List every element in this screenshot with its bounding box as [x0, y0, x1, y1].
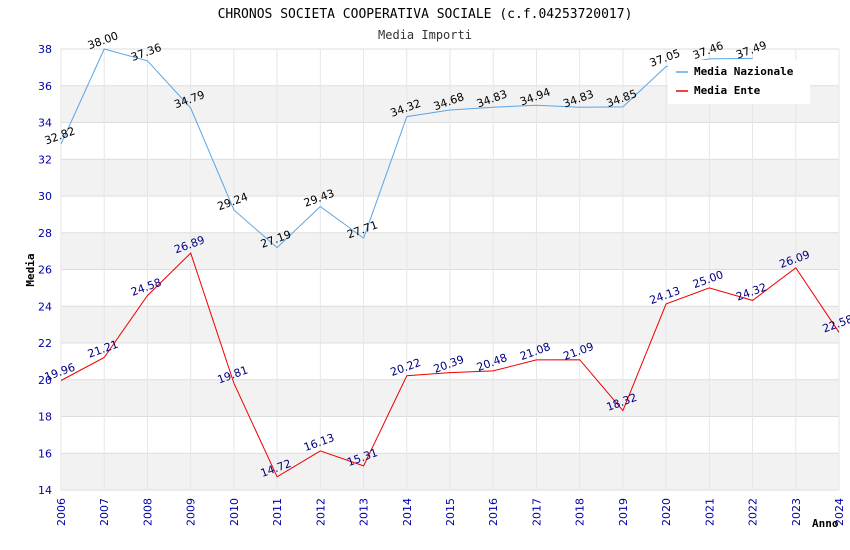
y-tick-label: 28	[38, 227, 52, 240]
x-tick-label: 2021	[703, 498, 716, 526]
x-tick-label: 2007	[98, 498, 111, 526]
x-tick-label: 2020	[660, 498, 673, 526]
y-tick-label: 34	[38, 117, 52, 130]
x-tick-label: 2013	[358, 498, 371, 526]
series-line-media-nazionale	[60, 48, 753, 249]
y-tick-label: 16	[38, 447, 52, 460]
y-tick-label: 20	[38, 374, 52, 387]
x-tick-label: 2022	[747, 498, 760, 526]
legend: Media Nazionale Media Ente	[668, 60, 810, 104]
y-tick-label: 18	[38, 411, 52, 424]
y-axis-label: Media	[24, 253, 37, 286]
series-line-media-ente	[60, 252, 840, 478]
y-tick-label: 24	[38, 300, 52, 313]
chart-title: CHRONOS SOCIETA COOPERATIVA SOCIALE (c.f…	[218, 7, 633, 22]
y-tick-label: 26	[38, 264, 52, 277]
x-tick-label: 2018	[574, 498, 587, 526]
x-tick-label: 2010	[228, 498, 241, 526]
y-tick-label: 36	[38, 80, 52, 93]
x-tick-label: 2009	[185, 498, 198, 526]
legend-label-media-ente: Media Ente	[694, 84, 761, 97]
y-tick-label: 14	[38, 484, 52, 497]
y-tick-label: 32	[38, 153, 52, 166]
x-tick-label: 2017	[530, 498, 543, 526]
y-tick-label: 22	[38, 337, 52, 350]
gridlines	[60, 48, 840, 491]
chart-subtitle: Media Importi	[378, 28, 472, 42]
legend-label-media-nazionale: Media Nazionale	[694, 65, 794, 78]
y-tick-label: 38	[38, 43, 52, 56]
x-axis-label: Anno	[812, 517, 839, 530]
y-tick-label: 30	[38, 190, 52, 203]
x-tick-label: 2024	[833, 498, 846, 526]
x-tick-label: 2019	[617, 498, 630, 526]
legend-box	[668, 60, 810, 104]
x-tick-label: 2006	[55, 498, 68, 526]
x-tick-label: 2016	[487, 498, 500, 526]
x-tick-label: 2008	[141, 498, 154, 526]
x-tick-label: 2015	[444, 498, 457, 526]
x-tick-label: 2012	[314, 498, 327, 526]
series-group	[60, 48, 840, 478]
x-tick-label: 2014	[401, 498, 414, 526]
x-tick-label: 2011	[271, 498, 284, 526]
x-tick-label: 2023	[790, 498, 803, 526]
x-axis-ticks: 2006 2007 2008 2009 2010 2011 2012 2013 2014 2015…	[55, 498, 846, 526]
y-axis-ticks: 14 16 18 20 22 24 26 28 30 32 34 36 38	[38, 43, 52, 497]
